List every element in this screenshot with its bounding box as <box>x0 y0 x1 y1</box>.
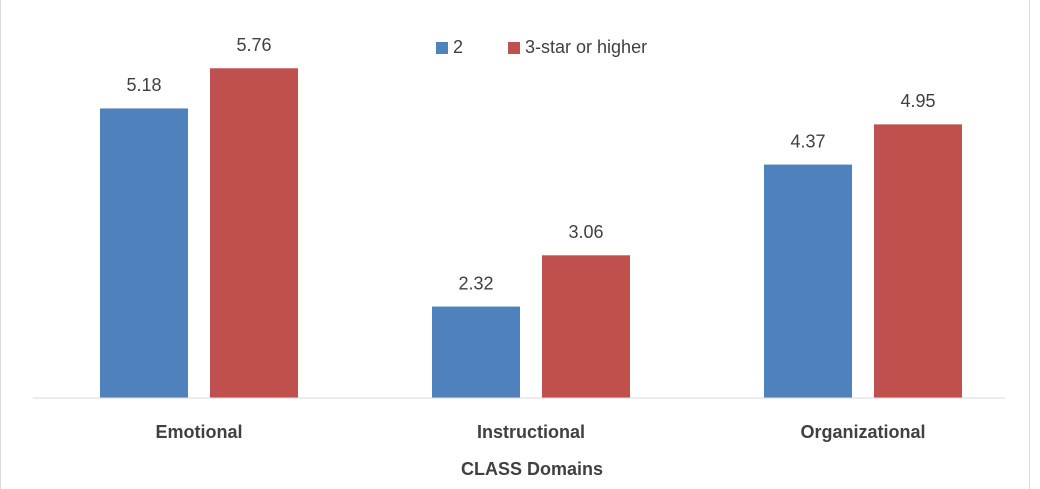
bar <box>432 306 520 398</box>
x-tick-label: Emotional <box>155 422 242 442</box>
legend-swatch <box>508 42 521 54</box>
data-label: 4.95 <box>900 91 935 111</box>
x-tick-label: Instructional <box>477 422 585 442</box>
bar <box>764 164 852 398</box>
bar <box>100 108 188 398</box>
legend-label: 3-star or higher <box>525 37 647 57</box>
bar <box>210 68 298 399</box>
data-label: 4.37 <box>790 131 825 151</box>
legend-swatch <box>436 42 448 54</box>
x-tick-label: Organizational <box>800 422 925 442</box>
data-label: 5.18 <box>126 75 161 95</box>
data-label: 3.06 <box>568 222 603 242</box>
legend-label: 2 <box>453 37 463 57</box>
bar <box>874 124 962 398</box>
x-axis-title: CLASS Domains <box>461 459 603 479</box>
data-label: 5.76 <box>236 35 271 55</box>
data-label: 2.32 <box>458 273 493 293</box>
bar <box>542 255 630 398</box>
